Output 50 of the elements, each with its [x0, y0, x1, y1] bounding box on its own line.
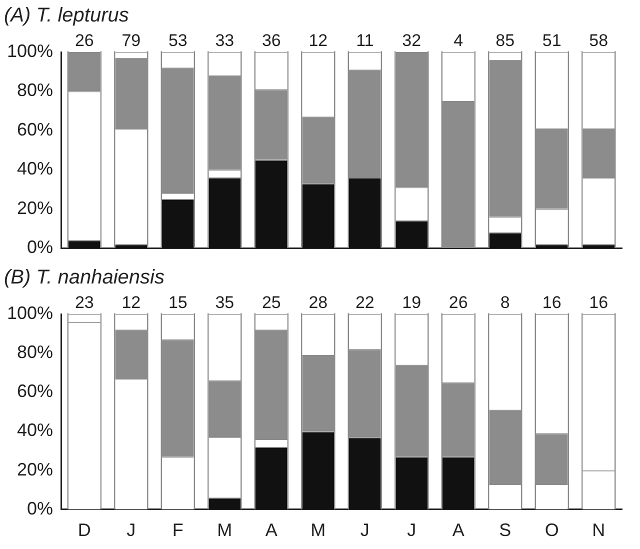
text: 25	[262, 293, 281, 312]
y-tick-label: 0%	[27, 498, 54, 518]
chart-title: (A) T. lepturus	[4, 4, 129, 27]
text: 51	[542, 31, 562, 50]
y-tick-label: 40%	[17, 420, 54, 440]
text: 36	[262, 31, 281, 50]
x-tick-label: N	[592, 520, 606, 540]
text: 58	[589, 31, 608, 50]
text: 8	[500, 293, 510, 312]
text: 26	[448, 293, 468, 312]
x-tick-label: J	[126, 520, 136, 540]
text: 12	[308, 31, 328, 50]
y-tick-label: 20%	[17, 198, 54, 218]
text: 53	[168, 31, 188, 50]
y-tick-label: 80%	[17, 342, 54, 362]
text: 85	[496, 31, 515, 50]
y-tick-label: 100%	[6, 302, 54, 323]
y-tick-label: 40%	[17, 158, 54, 179]
text: 35	[215, 293, 234, 312]
x-tick-label: A	[265, 520, 278, 540]
text: 28	[308, 293, 328, 312]
text: 12	[122, 293, 141, 312]
text: 16	[589, 293, 608, 312]
x-tick-label: A	[452, 520, 464, 540]
y-tick-label: 80%	[17, 80, 54, 100]
x-tick-label: M	[217, 520, 232, 540]
y-tick-label: 100%	[6, 40, 54, 61]
y-tick-label: 20%	[17, 459, 54, 480]
y-tick-label: 60%	[17, 381, 54, 402]
text: 79	[122, 31, 141, 50]
y-tick-label: 60%	[17, 119, 54, 140]
text: 11	[356, 31, 374, 50]
chart-title: (B) T. nanhaiensis	[4, 266, 164, 289]
text: 26	[74, 31, 94, 50]
x-tick-label: O	[544, 520, 559, 540]
text: 23	[74, 293, 94, 312]
text: 4	[454, 31, 464, 50]
text: 22	[355, 293, 374, 312]
text: 32	[402, 31, 422, 50]
text: 33	[215, 31, 234, 50]
x-tick-label: S	[499, 520, 512, 540]
text: 15	[168, 293, 188, 312]
x-tick-label: J	[360, 520, 370, 540]
x-tick-label: D	[78, 520, 91, 540]
x-tick-label: M	[310, 520, 326, 540]
x-tick-label: J	[407, 520, 416, 540]
y-tick-label: 0%	[27, 236, 54, 257]
text: 16	[542, 293, 562, 312]
x-tick-label: F	[172, 520, 184, 540]
text: 19	[402, 293, 422, 312]
